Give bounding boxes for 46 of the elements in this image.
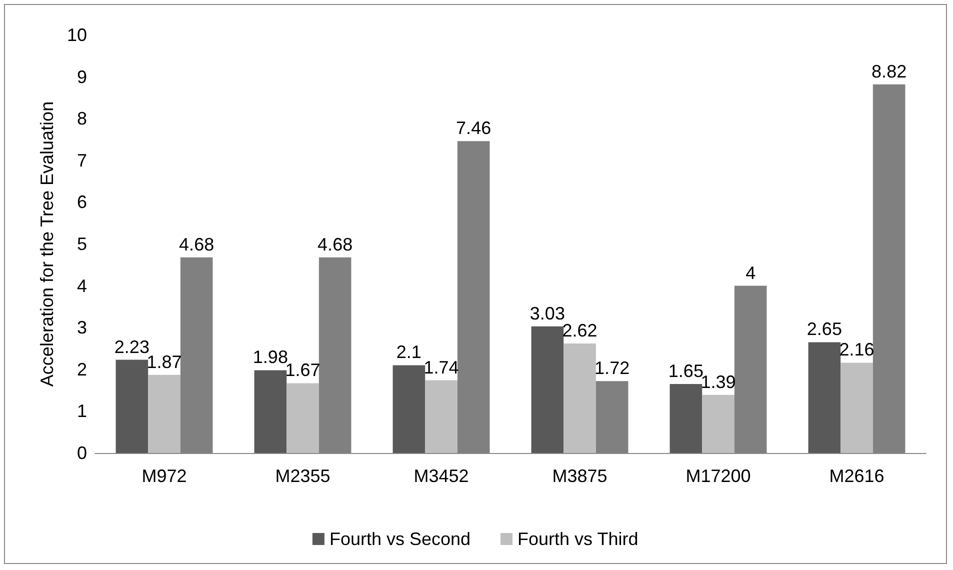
y-tick-label: 0	[76, 443, 87, 463]
y-tick-label: 1	[76, 401, 87, 422]
y-tick-label: 8	[76, 108, 87, 129]
bar	[840, 362, 873, 453]
bar	[808, 342, 841, 453]
y-tick-label: 7	[76, 150, 87, 170]
legend-label: Fourth vs Second	[329, 529, 471, 549]
data-label: 1.65	[668, 361, 704, 382]
data-label: 1.87	[146, 352, 182, 372]
data-label: 8.82	[872, 61, 907, 82]
data-label: 4	[746, 262, 756, 283]
x-tick-label: M3875	[552, 466, 608, 486]
legend-label: Fourth vs Third	[518, 529, 638, 549]
y-axis-title: Acceleration for the Tree Evaluation	[37, 101, 58, 387]
data-label: 2.1	[396, 342, 422, 362]
y-tick-label: 3	[76, 318, 87, 338]
bar	[670, 384, 702, 453]
bar	[425, 380, 458, 453]
bar	[254, 370, 287, 453]
y-tick-label: 4	[76, 276, 87, 296]
bar	[392, 365, 426, 453]
data-label: 1.74	[424, 357, 459, 378]
x-tick-label: M2355	[275, 466, 330, 486]
y-tick-label: 2	[76, 359, 87, 380]
x-tick-label: M3452	[414, 466, 469, 486]
bar	[531, 326, 564, 453]
data-label: 4.68	[318, 234, 353, 254]
x-tick-label: M972	[142, 466, 187, 486]
data-label: 3.03	[530, 303, 565, 324]
data-label: 7.46	[456, 118, 492, 138]
data-label: 4.68	[179, 234, 214, 254]
bar	[148, 374, 180, 453]
bar	[702, 394, 734, 453]
y-tick-label: 5	[76, 234, 87, 254]
bar	[564, 343, 596, 453]
y-tick-label: 6	[76, 192, 87, 212]
x-tick-label: M2616	[829, 466, 884, 486]
x-tick-label: M17200	[686, 466, 751, 486]
bar	[116, 360, 148, 453]
data-label: 2.65	[806, 319, 842, 340]
data-label: 2.23	[114, 336, 150, 357]
data-label: 1.98	[252, 347, 288, 368]
y-tick-label: 10	[66, 25, 87, 45]
bar	[286, 383, 319, 453]
data-label: 1.72	[594, 358, 630, 378]
y-tick-label: 9	[76, 66, 87, 87]
